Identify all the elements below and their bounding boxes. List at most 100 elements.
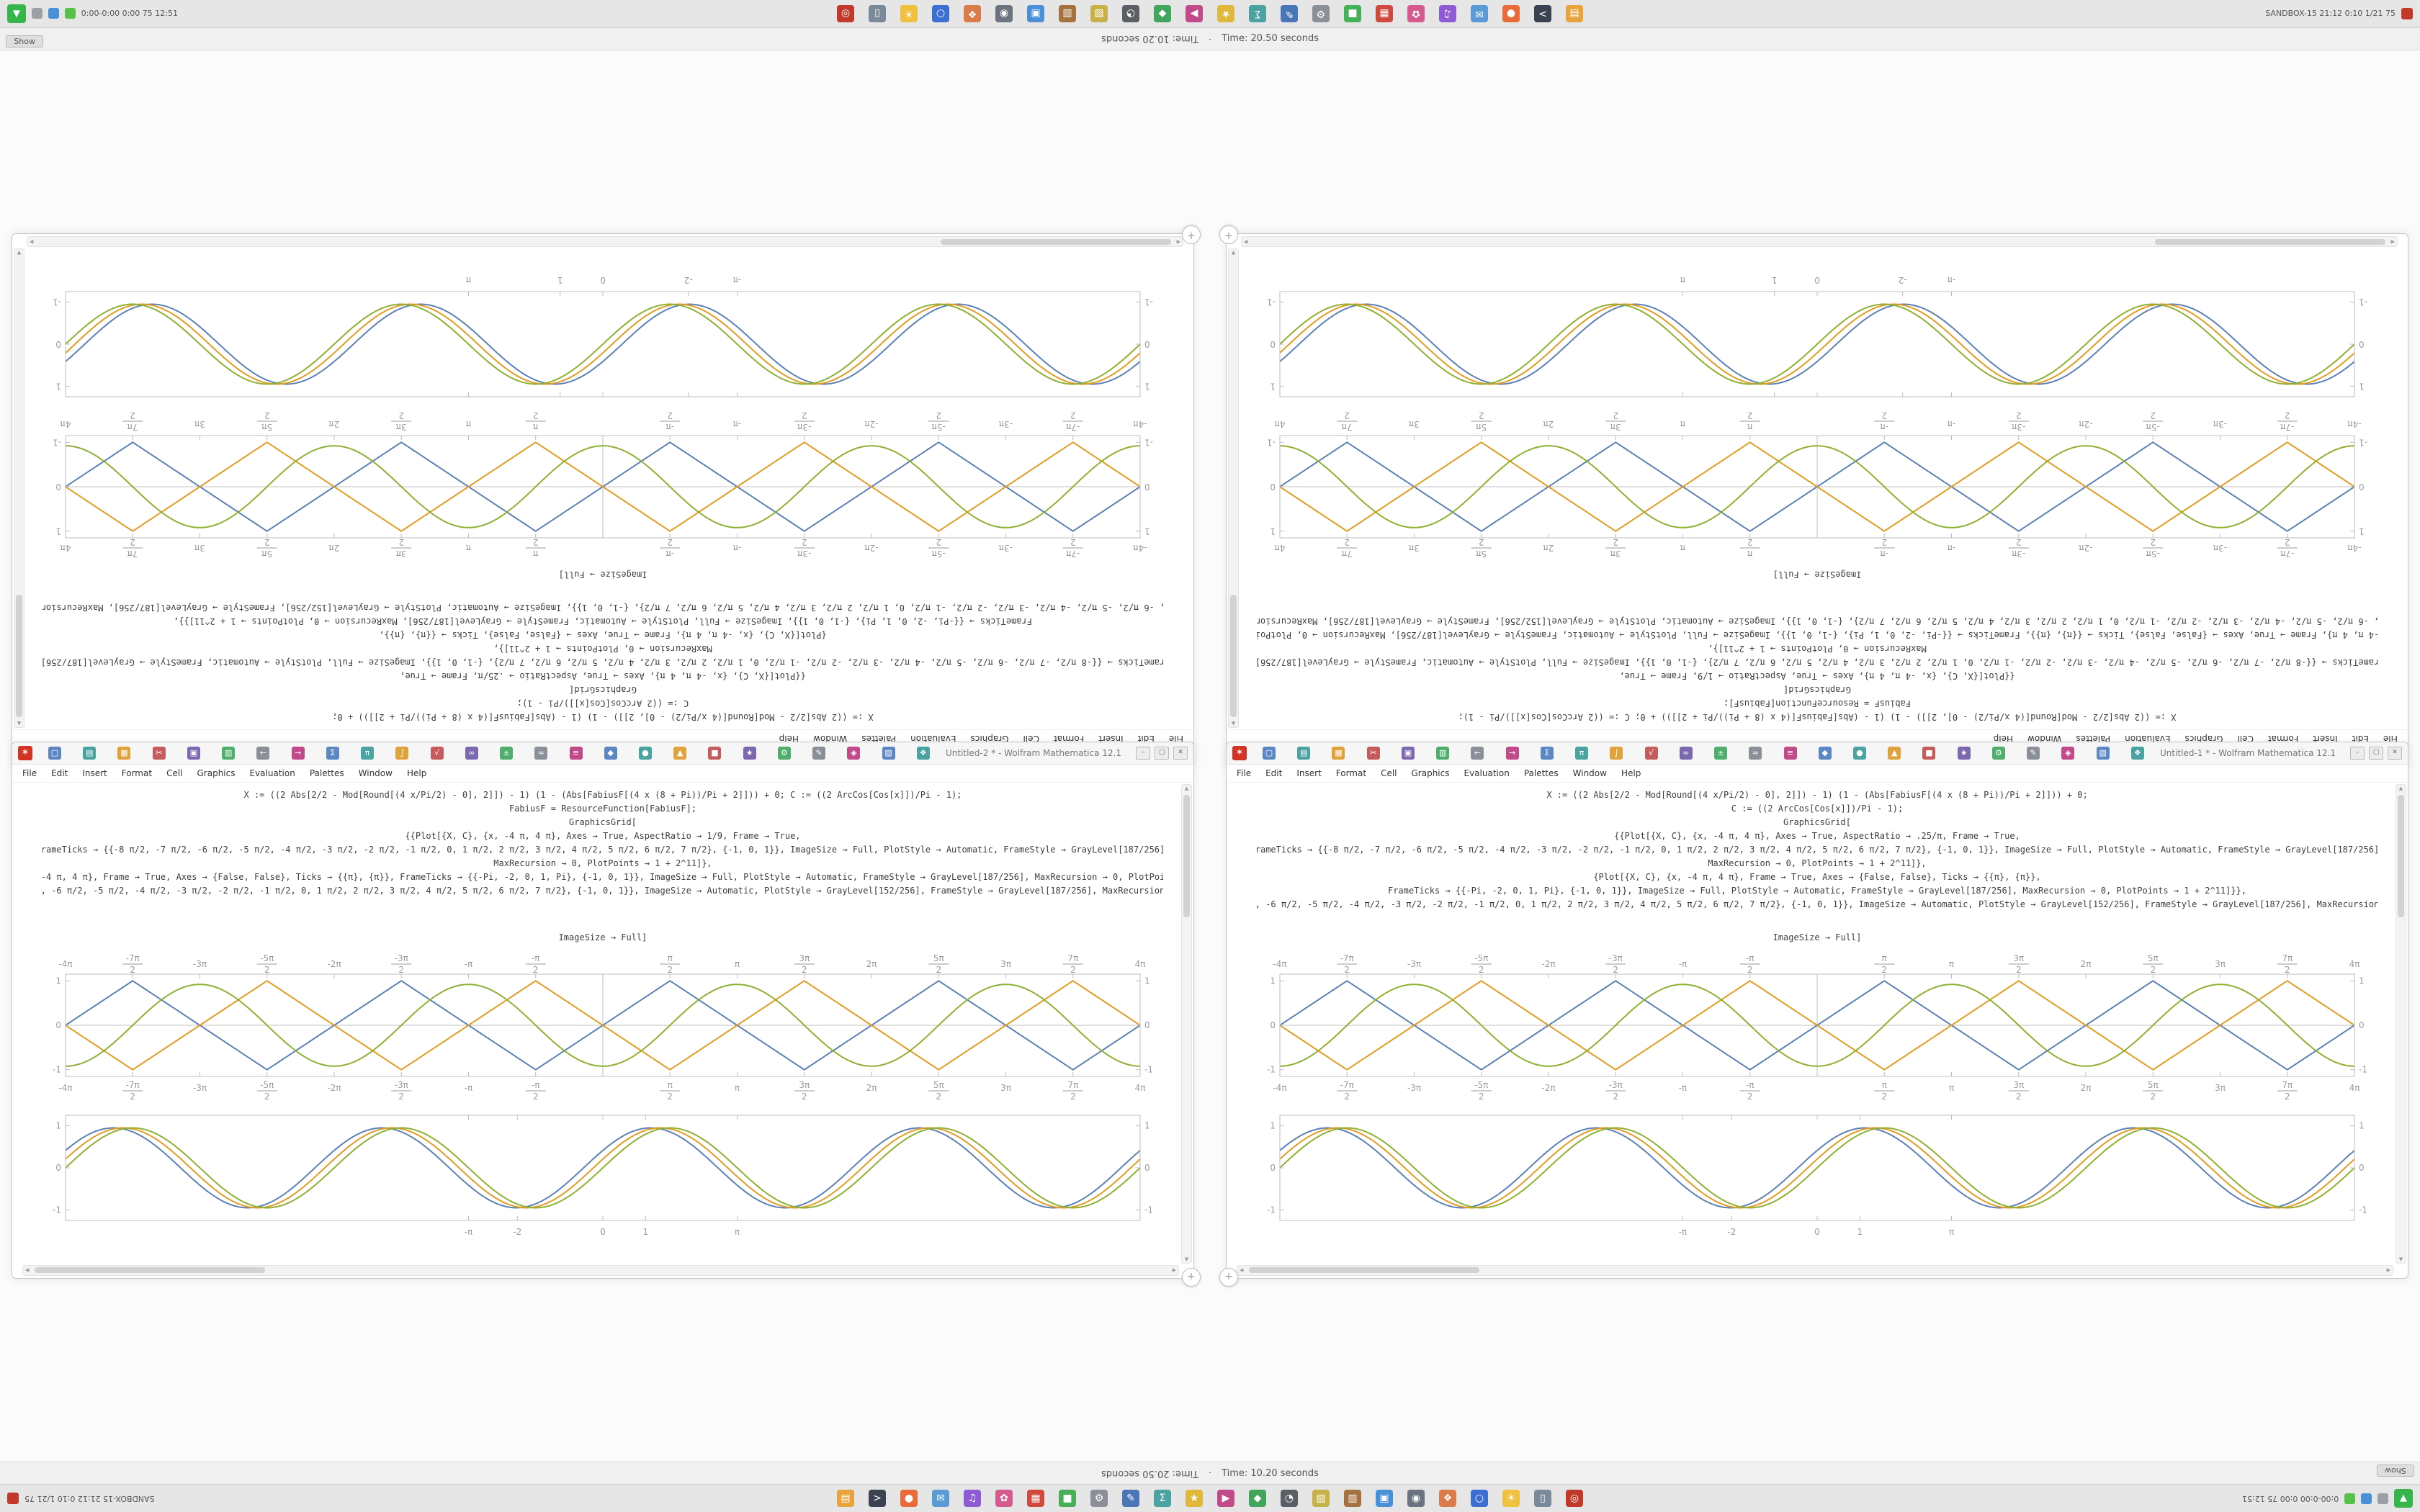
scrollbar-thumb[interactable] xyxy=(1230,595,1237,717)
paint-icon[interactable]: ❖ xyxy=(964,5,981,22)
monitor-icon[interactable]: ▣ xyxy=(1027,5,1044,22)
save-icon[interactable]: ▦ xyxy=(1332,747,1345,760)
scroll-up-icon[interactable]: ▲ xyxy=(1184,786,1189,791)
menu-window[interactable]: Window xyxy=(1572,768,1607,778)
video-icon[interactable]: ▶ xyxy=(1217,1490,1234,1507)
scroll-down-icon[interactable]: ▼ xyxy=(1184,1256,1189,1262)
horizontal-scrollbar[interactable]: ◀ ▶ xyxy=(1241,236,2398,247)
code-cells[interactable]: X := ((2 Abs[2/2 - Mod[Round[(4 x/Pi/2) … xyxy=(42,582,1163,724)
chat-icon[interactable]: ■ xyxy=(1344,5,1361,22)
archive-icon[interactable]: ▥ xyxy=(1344,1490,1361,1507)
workspace-icon[interactable] xyxy=(2401,8,2413,19)
clock-icon[interactable]: ◔ xyxy=(1281,1490,1298,1507)
identity-icon[interactable]: ≡ xyxy=(569,747,583,760)
workspace-icon[interactable] xyxy=(7,1493,19,1504)
scroll-up-icon[interactable]: ▲ xyxy=(1231,721,1236,726)
code-line[interactable]: FrameTicks → {{-8 π/2, -7 π/2, -6 π/2, -… xyxy=(42,603,1163,613)
menu-graphics[interactable]: Graphics xyxy=(1411,768,1450,778)
horizontal-scrollbar[interactable]: ◀ ▶ xyxy=(22,1265,1179,1276)
code-cells[interactable]: X := ((2 Abs[2/2 - Mod[Round[(4 x/Pi/2) … xyxy=(42,788,1163,930)
code-line[interactable]: FrameTicks → {{-Pi, -2, 0, 1, Pi}, {-1, … xyxy=(1387,886,2247,896)
browser-icon[interactable]: ● xyxy=(900,1490,918,1507)
show-tab[interactable]: Show xyxy=(6,35,43,48)
approx-icon[interactable]: ≈ xyxy=(1749,747,1762,760)
tray-volume-icon[interactable] xyxy=(2361,1493,2372,1504)
music-icon[interactable]: ♫ xyxy=(1439,5,1456,22)
horizontal-scrollbar[interactable]: ◀ ▶ xyxy=(1237,1265,2393,1276)
undo-icon[interactable]: ← xyxy=(256,747,270,760)
code-line[interactable]: FrameTicks → {{-8 π/2, -7 π/2, -6 π/2, -… xyxy=(42,845,1163,855)
power-icon[interactable]: ◎ xyxy=(1566,1490,1583,1507)
code-line[interactable]: {{Plot[{X, C}, {x, -4 π, 4 π}, Axes → Tr… xyxy=(1619,671,2015,681)
code-line[interactable]: {{Plot[{X, C}, {x, -4 π, 4 π}, Axes → Tr… xyxy=(405,831,801,841)
infinity-icon[interactable]: ∞ xyxy=(1679,747,1693,760)
integral-icon[interactable]: ∫ xyxy=(395,747,409,760)
monitor-icon[interactable]: ▣ xyxy=(1376,1490,1393,1507)
code-line[interactable]: X := ((2 Abs[2/2 - Mod[Round[(4 x/Pi/2) … xyxy=(1546,790,2088,800)
code-line[interactable]: {Plot[{X, C}, {x, -4 π, 4 π}, Frame → Tr… xyxy=(379,630,827,640)
code-line[interactable]: MaxRecursion → 0, PlotPoints → 1 + 2^11]… xyxy=(493,858,712,868)
menu-cell[interactable]: Cell xyxy=(1381,768,1397,778)
maps-icon[interactable]: ◆ xyxy=(1249,1490,1266,1507)
florette-icon[interactable]: ❖ xyxy=(916,747,930,760)
diamond-icon[interactable]: ◆ xyxy=(604,747,617,760)
menu-insert[interactable]: Insert xyxy=(1296,768,1322,778)
edit-icon[interactable]: ✎ xyxy=(2027,747,2040,760)
code-line[interactable]: X := ((2 Abs[2/2 - Mod[Round[(4 x/Pi/2) … xyxy=(332,712,874,722)
maps-icon[interactable]: ◆ xyxy=(1154,5,1171,22)
code-line[interactable]: X := ((2 Abs[2/2 - Mod[Round[(4 x/Pi/2) … xyxy=(243,790,962,800)
star-icon[interactable]: ★ xyxy=(743,747,756,760)
search-icon[interactable]: ○ xyxy=(932,5,949,22)
show-tab[interactable]: Show xyxy=(2377,1464,2414,1477)
close-button[interactable]: ✕ xyxy=(1173,747,1188,760)
files-icon[interactable]: ▤ xyxy=(1566,5,1583,22)
trash-icon[interactable]: ▯ xyxy=(1534,1490,1551,1507)
code-line[interactable]: FrameTicks → {{-Pi, -2, 0, 1, Pi}, {-1, … xyxy=(173,616,1033,626)
scroll-right-icon[interactable]: ▶ xyxy=(30,239,34,245)
suggestions-bar-button[interactable]: + xyxy=(1219,225,1238,244)
open-icon[interactable]: ▤ xyxy=(83,747,97,760)
save-icon[interactable]: ▦ xyxy=(117,747,131,760)
plusminus-icon[interactable]: ± xyxy=(1714,747,1728,760)
scrollbar-thumb[interactable] xyxy=(2398,795,2404,917)
suggestions-bar-button[interactable]: + xyxy=(1219,1268,1238,1287)
tray-network-icon[interactable] xyxy=(65,8,76,19)
cut-icon[interactable]: ✂ xyxy=(152,747,166,760)
scroll-up-icon[interactable]: ▲ xyxy=(2398,786,2403,791)
scroll-down-icon[interactable]: ▼ xyxy=(1231,250,1236,256)
code-line[interactable]: MaxRecursion → 0, PlotPoints → 1 + 2^11]… xyxy=(493,644,712,654)
tray-volume-icon[interactable] xyxy=(48,8,59,19)
menu-graphics[interactable]: Graphics xyxy=(197,768,236,778)
menu-format[interactable]: Format xyxy=(121,768,153,778)
trash-icon[interactable]: ▯ xyxy=(869,5,886,22)
photos-icon[interactable]: ✿ xyxy=(1407,5,1425,22)
tray-network-icon[interactable] xyxy=(2344,1493,2355,1504)
square-icon[interactable]: ■ xyxy=(708,747,722,760)
scroll-left-icon[interactable]: ◀ xyxy=(1176,239,1180,245)
diamond-icon[interactable]: ◆ xyxy=(1818,747,1832,760)
code-line[interactable]: GraphicsGrid[ xyxy=(1783,685,1851,695)
scroll-down-icon[interactable]: ▼ xyxy=(17,250,22,256)
camera-icon[interactable]: ◉ xyxy=(1407,1490,1425,1507)
calendar-icon[interactable]: ▦ xyxy=(1027,1490,1044,1507)
menu-evaluation[interactable]: Evaluation xyxy=(1464,768,1510,778)
dot-icon[interactable]: ● xyxy=(638,747,652,760)
sqrt-icon[interactable]: √ xyxy=(430,747,444,760)
scrollbar-thumb[interactable] xyxy=(2155,239,2385,245)
suggestions-bar-button[interactable]: + xyxy=(1182,1268,1201,1287)
vertical-scrollbar[interactable]: ▲ ▼ xyxy=(1181,784,1192,1264)
taskbar-badge[interactable]: ▲ xyxy=(7,4,26,23)
infinity-icon[interactable]: ∞ xyxy=(465,747,478,760)
code-line[interactable]: {{Plot[{X, C}, {x, -4 π, 4 π}, Axes → Tr… xyxy=(1614,831,2020,841)
scroll-left-icon[interactable]: ◀ xyxy=(2390,239,2395,245)
code-line[interactable]: FrameTicks → {{-8 π/2, -7 π/2, -6 π/2, -… xyxy=(1257,899,2378,909)
vertical-scrollbar[interactable]: ▲ ▼ xyxy=(1228,248,1239,728)
paste-icon[interactable]: ▥ xyxy=(1436,747,1450,760)
pi-icon[interactable]: π xyxy=(361,747,375,760)
menu-file[interactable]: File xyxy=(22,768,37,778)
notes-icon[interactable]: ▧ xyxy=(1312,1490,1330,1507)
sum-icon[interactable]: Σ xyxy=(1540,747,1554,760)
paste-icon[interactable]: ▥ xyxy=(222,747,236,760)
code-line[interactable]: FabiusF = ResourceFunction[FabiusF]; xyxy=(1723,698,1912,708)
close-button[interactable]: ✕ xyxy=(2388,747,2402,760)
